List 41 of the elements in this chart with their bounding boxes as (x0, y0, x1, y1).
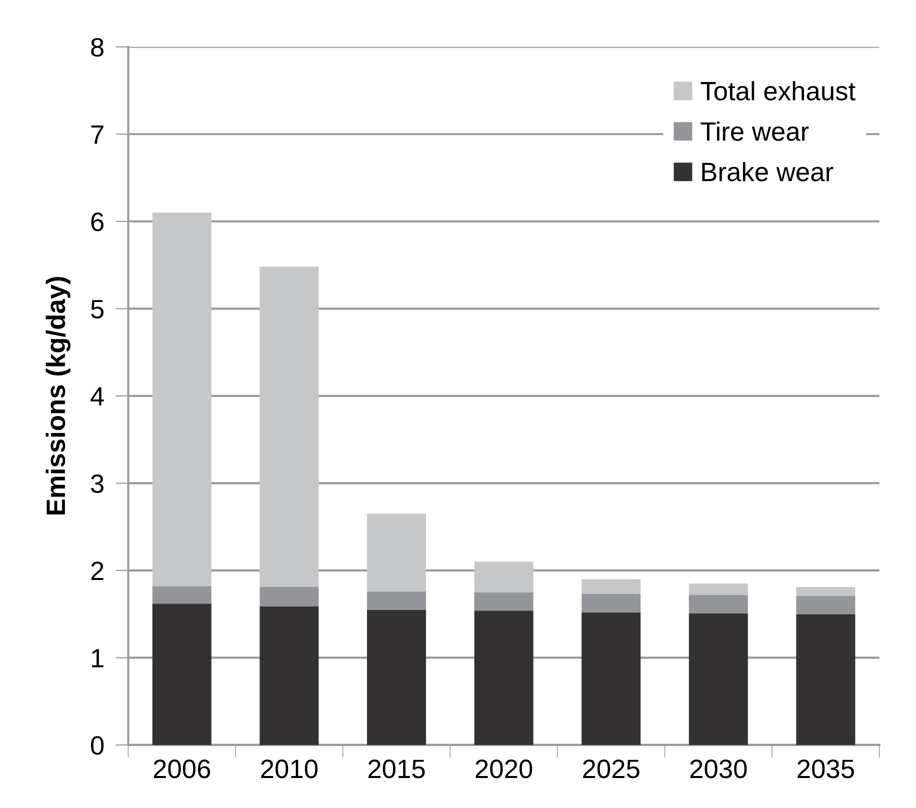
bar (260, 606, 319, 745)
bar (260, 266, 319, 588)
x-tick-label: 2025 (583, 760, 640, 778)
bar (796, 596, 856, 614)
bar (474, 562, 534, 592)
legend-label: Brake wear (702, 162, 834, 182)
y-tick-label: 8 (91, 38, 104, 57)
x-tick-label: 2015 (368, 760, 425, 778)
x-tick-label: 2010 (261, 760, 318, 778)
bar (474, 610, 534, 745)
y-tick-label: 3 (90, 474, 104, 494)
bar (582, 579, 641, 594)
x-tick-label: 2035 (798, 760, 854, 778)
y-tick-label: 0 (90, 736, 104, 755)
legend-label: Tire wear (700, 122, 809, 141)
bar (796, 614, 856, 745)
y-tick-label: 7 (91, 126, 104, 144)
y-tick-label: 2 (91, 562, 104, 580)
bar (366, 514, 426, 592)
bar (688, 594, 748, 614)
bar (688, 613, 748, 745)
bar (366, 591, 426, 610)
y-tick-label: 5 (91, 300, 104, 318)
y-axis-title: Emissions (kg/day) (46, 276, 71, 514)
bar (152, 212, 212, 586)
x-tick-label: 2006 (154, 760, 210, 778)
bar (152, 604, 212, 745)
y-tick-label: 1 (92, 649, 104, 668)
bar (152, 586, 212, 604)
bar (260, 587, 319, 606)
y-tick-label: 6 (91, 212, 104, 232)
y-tick-label: 4 (90, 387, 104, 406)
bar (582, 594, 641, 612)
legend-label: Total exhaust (700, 81, 856, 100)
bar (582, 612, 641, 745)
bar (366, 610, 426, 745)
x-tick-label: 2020 (476, 760, 532, 778)
x-tick-label: 2030 (690, 760, 747, 778)
bar (474, 592, 534, 611)
bar (796, 587, 856, 596)
bar (688, 584, 748, 595)
